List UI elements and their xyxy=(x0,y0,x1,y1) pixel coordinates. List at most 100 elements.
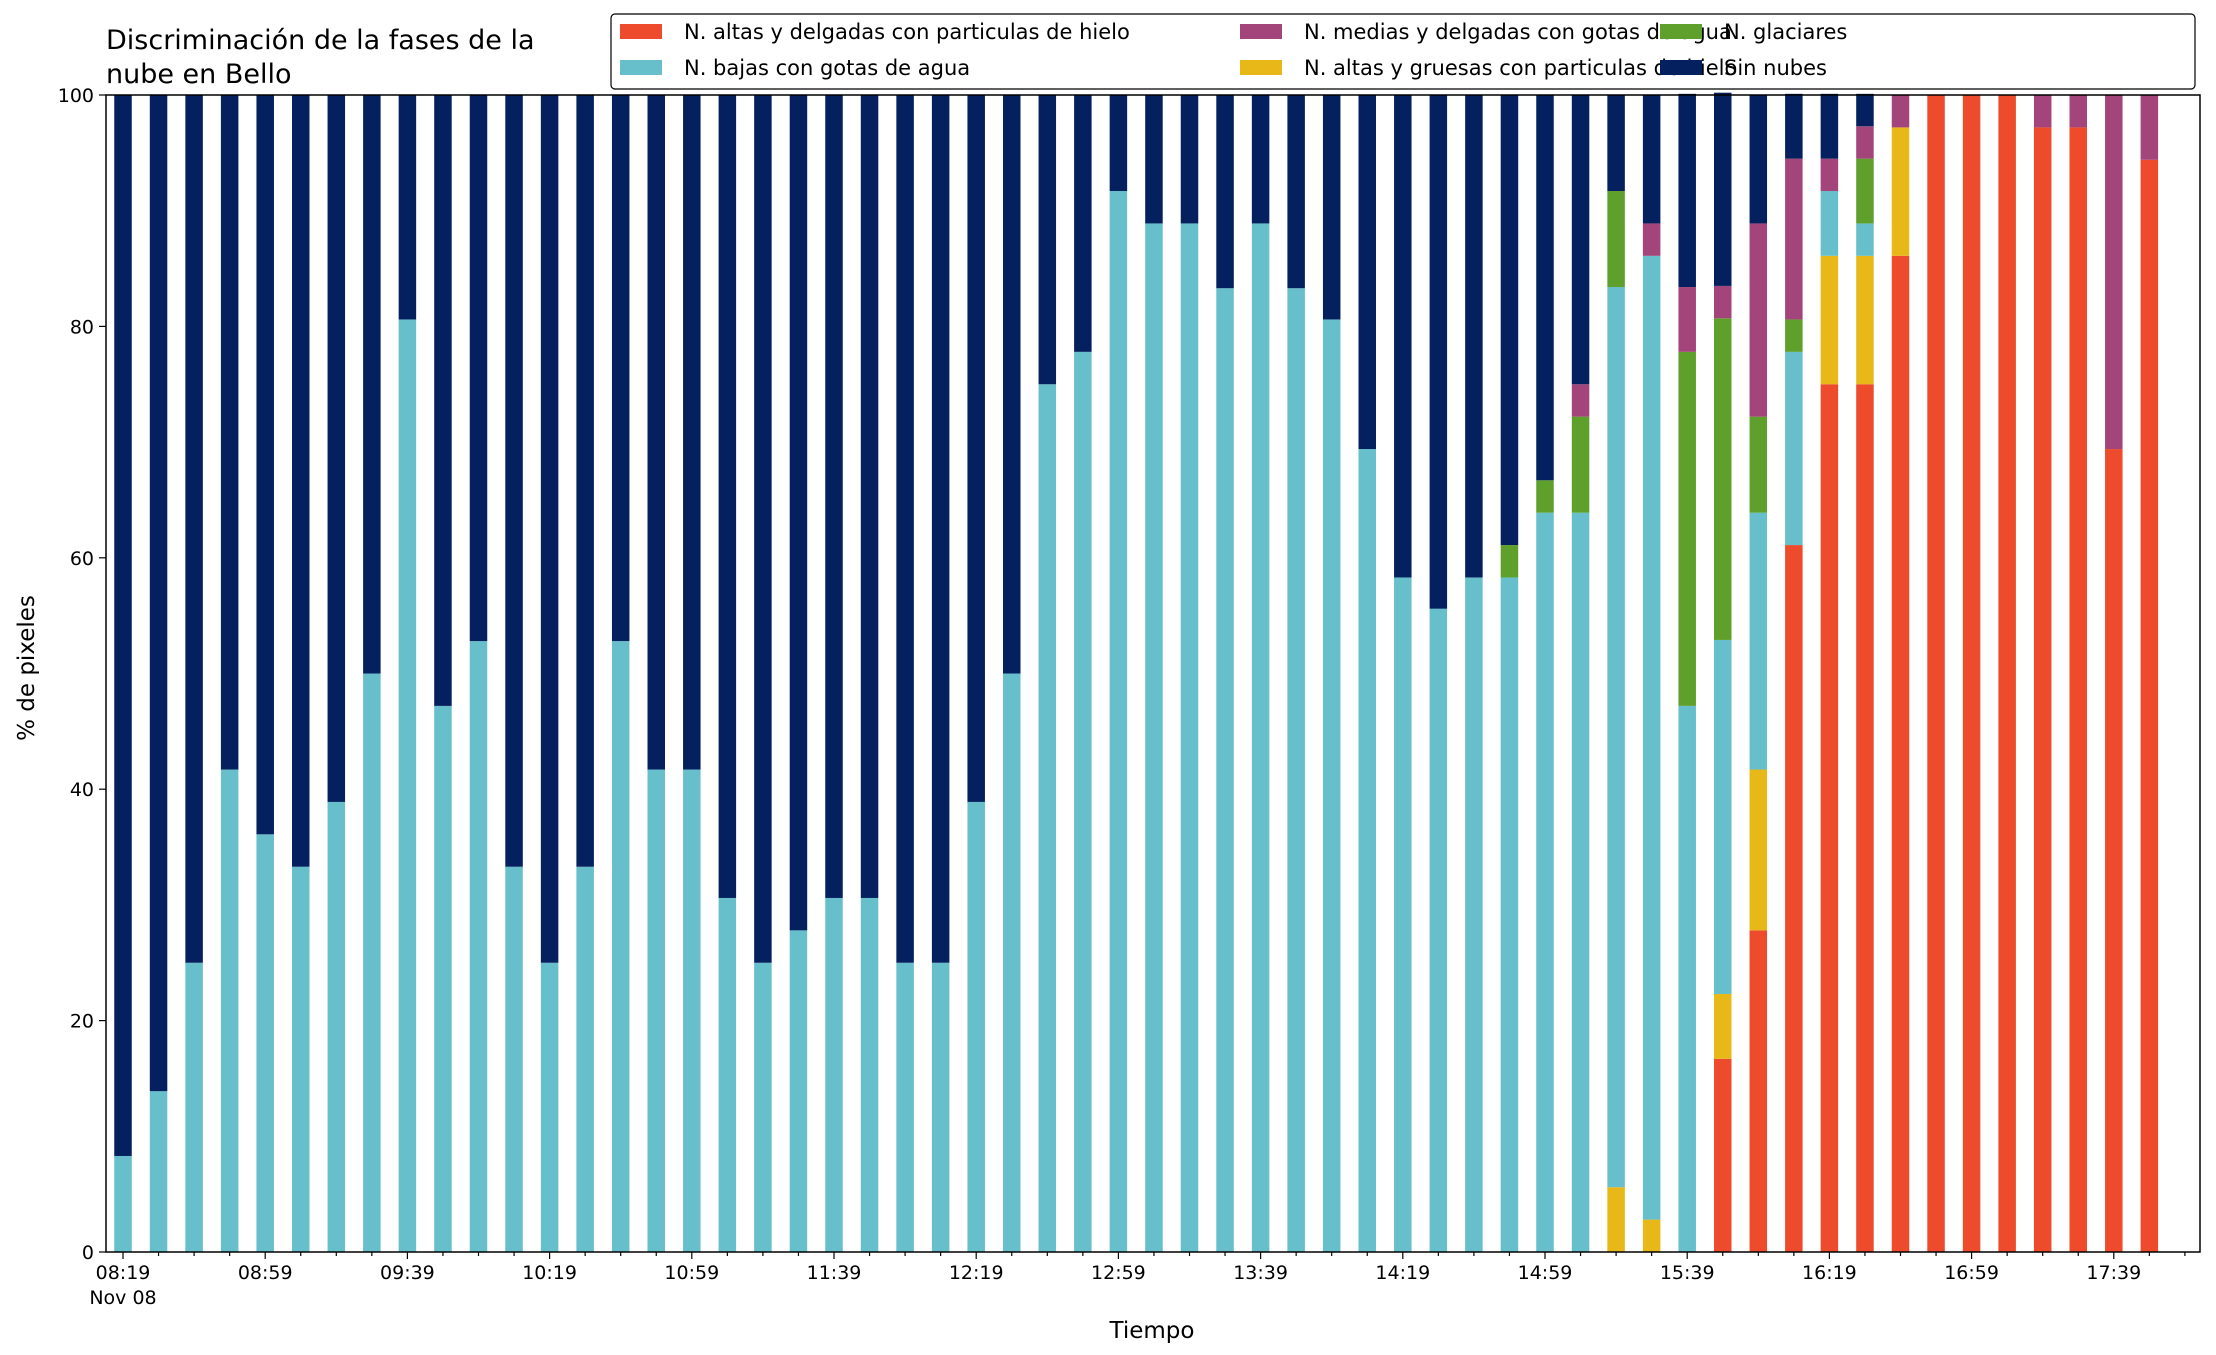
bar-segment-49-5 xyxy=(1856,93,1874,127)
bar-segment-14-2 xyxy=(611,641,630,1252)
x-tick-label-4: 10:59 xyxy=(664,1262,719,1284)
x-tick-label-3: 10:19 xyxy=(522,1262,577,1284)
bar-segment-40-2 xyxy=(1536,512,1554,1252)
legend-box xyxy=(610,13,2196,90)
legend-label-5: Sin nubes xyxy=(1724,56,1827,80)
bar-segment-37-2 xyxy=(1429,608,1448,1252)
bar-segment-27-5 xyxy=(1074,95,1092,352)
bar-segment-38-2 xyxy=(1465,577,1483,1252)
legend: N. altas y delgadas con particulas de hi… xyxy=(610,13,2196,90)
x-tick-label-0: 08:19 xyxy=(96,1262,151,1284)
bar-segment-23-5 xyxy=(931,95,950,963)
bar-segment-56-0 xyxy=(2105,449,2123,1252)
bar-segment-40-3 xyxy=(1536,480,1554,513)
bar-segment-56-4 xyxy=(2105,95,2123,450)
bar-segment-33-5 xyxy=(1287,95,1305,289)
x-tick-label-8: 13:39 xyxy=(1233,1262,1288,1284)
bar-segment-25-2 xyxy=(1003,673,1021,1252)
bar-segment-50-0 xyxy=(1891,255,1910,1252)
bar-segment-42-1 xyxy=(1607,1187,1625,1252)
y-tick-label-3: 60 xyxy=(70,548,94,570)
bar-segment-41-4 xyxy=(1571,384,1590,417)
legend-swatch-1 xyxy=(1240,60,1282,75)
legend-label-0: N. altas y delgadas con particulas de hi… xyxy=(684,20,1130,44)
bar-segment-45-3 xyxy=(1714,318,1732,640)
bar-segment-0-5 xyxy=(114,95,132,1156)
bar-segment-35-2 xyxy=(1358,449,1376,1252)
bar-segment-16-5 xyxy=(683,95,701,770)
bar-segment-39-2 xyxy=(1500,577,1519,1252)
x-tick-label-13: 16:59 xyxy=(1944,1262,1999,1284)
x-tick-label-10: 14:59 xyxy=(1518,1262,1573,1284)
bar-segment-3-2 xyxy=(220,769,239,1252)
bar-segment-40-5 xyxy=(1536,95,1554,481)
bar-segment-10-2 xyxy=(469,641,488,1252)
bar-segment-13-5 xyxy=(576,95,594,867)
x-tick-label-1: 08:59 xyxy=(238,1262,293,1284)
bar-segment-14-5 xyxy=(611,95,630,642)
x-tick-label-14: 17:39 xyxy=(2086,1262,2141,1284)
bar-segment-4-5 xyxy=(256,95,274,835)
bar-segment-42-5 xyxy=(1607,95,1625,192)
bar-segment-10-5 xyxy=(469,95,488,642)
bar-segment-39-5 xyxy=(1500,95,1519,546)
bar-segment-29-2 xyxy=(1145,223,1163,1253)
y-tick-label-2: 40 xyxy=(70,779,94,801)
bar-segment-37-5 xyxy=(1429,95,1448,609)
bar-segment-33-2 xyxy=(1287,288,1305,1253)
bar-segment-17-5 xyxy=(718,95,737,898)
x-tick-sublabel: Nov 08 xyxy=(89,1287,156,1309)
bar-segment-54-0 xyxy=(2033,127,2052,1252)
bar-segment-43-1 xyxy=(1642,1219,1661,1252)
bar-segment-34-5 xyxy=(1322,95,1341,320)
bar-segment-12-5 xyxy=(540,95,559,963)
x-tick-label-5: 11:39 xyxy=(807,1262,862,1284)
chart-title-line-1: Discriminación de la fases de la xyxy=(106,25,535,56)
x-tick-label-9: 14:19 xyxy=(1375,1262,1430,1284)
bar-segment-22-5 xyxy=(896,95,914,963)
bar-segment-48-5 xyxy=(1820,93,1839,159)
bar-segment-18-5 xyxy=(754,95,772,963)
bar-segment-8-5 xyxy=(398,95,417,320)
bar-segment-30-2 xyxy=(1180,223,1199,1253)
bar-segment-3-5 xyxy=(220,95,239,770)
x-tick-label-2: 09:39 xyxy=(380,1262,435,1284)
bar-segment-49-0 xyxy=(1856,384,1874,1252)
bar-segment-29-5 xyxy=(1145,95,1163,224)
bar-segment-20-2 xyxy=(825,897,843,1252)
bar-segment-41-2 xyxy=(1571,512,1590,1252)
bar-segment-43-2 xyxy=(1642,255,1661,1220)
bar-segment-57-0 xyxy=(2140,159,2159,1252)
bar-segment-2-2 xyxy=(185,962,203,1252)
bar-segment-45-0 xyxy=(1714,1058,1732,1252)
legend-swatch-4 xyxy=(1240,24,1282,39)
y-tick-label-5: 100 xyxy=(58,85,94,107)
bar-segment-15-5 xyxy=(647,95,665,770)
bar-segment-54-4 xyxy=(2033,95,2052,128)
bar-segment-11-5 xyxy=(505,95,523,867)
bar-segment-42-3 xyxy=(1607,191,1625,288)
bar-segment-31-2 xyxy=(1216,288,1234,1253)
bar-segment-46-4 xyxy=(1749,223,1768,417)
bar-segment-7-2 xyxy=(363,673,381,1252)
legend-swatch-5 xyxy=(1660,60,1702,75)
bar-segment-50-1 xyxy=(1891,127,1910,256)
bar-segment-11-2 xyxy=(505,866,523,1252)
bar-segment-42-2 xyxy=(1607,287,1625,1188)
bar-segment-23-2 xyxy=(931,962,950,1252)
bar-segment-28-2 xyxy=(1109,191,1128,1252)
bar-segment-43-5 xyxy=(1642,95,1661,224)
bar-segment-43-4 xyxy=(1642,223,1661,256)
bar-segment-25-5 xyxy=(1003,95,1021,674)
bar-segment-32-2 xyxy=(1251,223,1270,1253)
bar-segment-55-4 xyxy=(2069,95,2087,128)
y-tick-label-4: 80 xyxy=(70,316,94,338)
bar-segment-26-2 xyxy=(1038,384,1057,1252)
bar-segment-45-5 xyxy=(1714,92,1732,286)
bar-segment-49-4 xyxy=(1856,126,1874,159)
bar-segment-5-5 xyxy=(292,95,310,867)
legend-swatch-0 xyxy=(620,24,662,39)
bar-segment-9-2 xyxy=(434,705,452,1252)
x-tick-label-6: 12:19 xyxy=(949,1262,1004,1284)
